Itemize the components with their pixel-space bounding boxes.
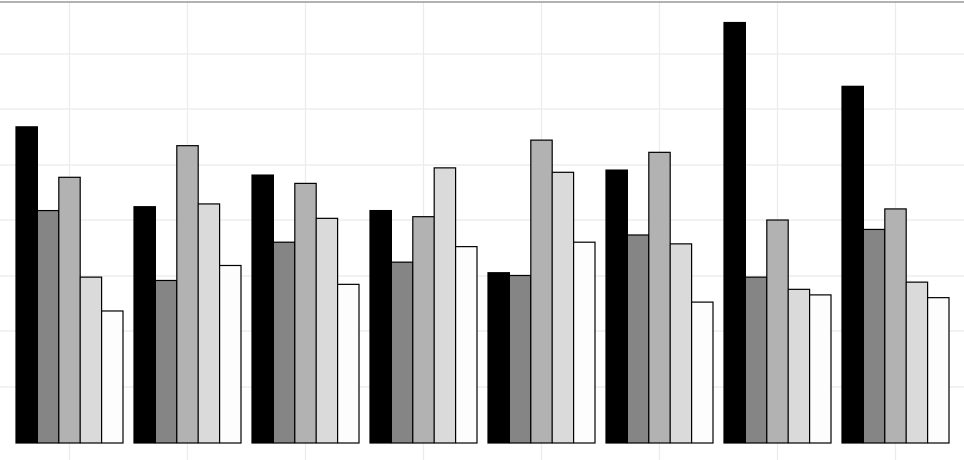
- bar-groups: [15, 21, 950, 444]
- bar: [337, 283, 360, 444]
- bar: [100, 310, 124, 444]
- bar: [551, 171, 575, 444]
- bar: [369, 209, 392, 444]
- bar: [36, 209, 60, 444]
- bar: [294, 182, 317, 444]
- bar-group: [487, 139, 596, 444]
- bar-group: [841, 85, 950, 444]
- bar: [808, 294, 832, 444]
- bar: [79, 276, 103, 444]
- bar-group: [605, 151, 714, 444]
- bar: [390, 261, 414, 444]
- bar: [176, 145, 199, 444]
- bar: [862, 228, 886, 444]
- bar: [433, 167, 457, 444]
- bar: [530, 139, 553, 444]
- bar: [841, 85, 864, 444]
- bar-group: [723, 21, 832, 444]
- bar: [723, 21, 746, 444]
- bar: [455, 246, 478, 444]
- bar-group: [369, 167, 478, 444]
- bar: [315, 217, 339, 444]
- bar: [787, 288, 811, 444]
- bar-group: [251, 174, 360, 444]
- bar: [154, 279, 178, 444]
- bar-group: [15, 126, 124, 444]
- bar: [905, 281, 929, 444]
- bar: [605, 169, 628, 444]
- bar: [744, 276, 768, 444]
- bar: [197, 203, 221, 444]
- bar: [766, 219, 789, 444]
- bar: [648, 151, 671, 444]
- bar: [412, 216, 435, 444]
- bar: [133, 206, 156, 444]
- bar: [572, 241, 596, 444]
- bar: [884, 208, 907, 444]
- bar: [669, 243, 693, 444]
- bar: [926, 297, 950, 444]
- bar: [626, 234, 650, 444]
- bar: [508, 274, 532, 444]
- bar: [487, 272, 510, 444]
- bar: [219, 264, 242, 444]
- bar: [15, 126, 38, 444]
- bar: [251, 174, 274, 444]
- bar: [690, 301, 714, 444]
- bar-group: [133, 145, 242, 444]
- bar: [272, 241, 296, 444]
- bar: [58, 176, 81, 444]
